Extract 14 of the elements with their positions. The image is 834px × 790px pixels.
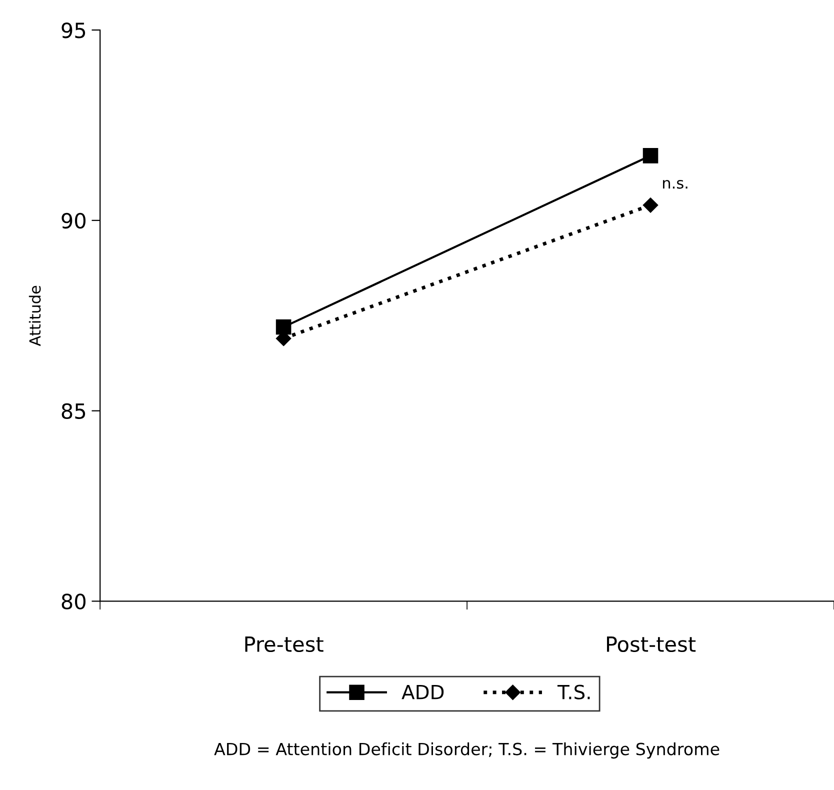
- y-tick-label: 95: [62, 22, 86, 38]
- legend-label: ADD: [402, 684, 444, 700]
- y-tick-label: 80: [62, 594, 86, 610]
- legend-label: T.S.: [557, 684, 590, 700]
- x-tick-label: Post-test: [607, 636, 696, 652]
- y-tick-label: 90: [62, 212, 86, 229]
- y-tick-label: 85: [62, 403, 86, 420]
- text: ADD = Attention Deficit Disorder; T.S. = Thivierge Syndrome: [214, 742, 720, 759]
- y-axis-title: Attitude: [28, 286, 41, 346]
- point: [642, 198, 658, 213]
- point: [276, 319, 292, 335]
- annotation: n.s.: [663, 180, 688, 189]
- x-tick-label: Pre-test: [245, 636, 324, 652]
- point: [642, 148, 658, 164]
